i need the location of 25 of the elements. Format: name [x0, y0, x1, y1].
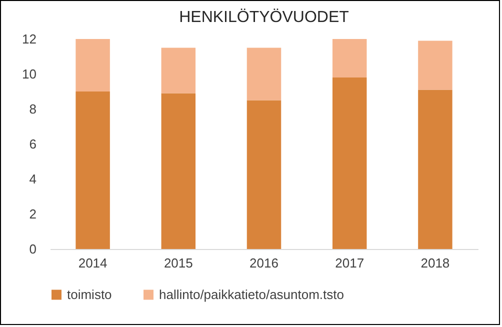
y-tick-label: 10	[22, 66, 36, 82]
chart-title: HENKILÖTYÖVUODET	[179, 8, 350, 26]
y-tick-label: 0	[29, 242, 36, 256]
bar	[418, 40, 452, 90]
bar	[332, 39, 367, 78]
x-tick-label: 2017	[335, 256, 364, 270]
y-tick-label: 6	[29, 136, 36, 152]
x-tick-label: 2014	[78, 256, 108, 270]
bar	[418, 90, 452, 249]
x-tick-label: 2016	[250, 256, 278, 270]
legend-label: toimisto	[67, 286, 112, 302]
bar	[246, 48, 282, 100]
bar	[161, 93, 196, 249]
bar	[76, 92, 110, 249]
legend-label: hallinto/paikkatieto/asuntom.tsto	[159, 286, 344, 302]
bar	[76, 39, 110, 92]
x-tick-label: 2015	[164, 256, 193, 270]
bar	[332, 78, 367, 249]
bar	[161, 48, 196, 94]
y-tick-label: 4	[29, 172, 36, 186]
bar	[246, 100, 282, 249]
x-tick-label: 2018	[420, 256, 450, 270]
y-tick-label: 12	[22, 32, 36, 46]
y-tick-label: 2	[29, 206, 36, 222]
y-tick-label: 8	[29, 102, 36, 116]
